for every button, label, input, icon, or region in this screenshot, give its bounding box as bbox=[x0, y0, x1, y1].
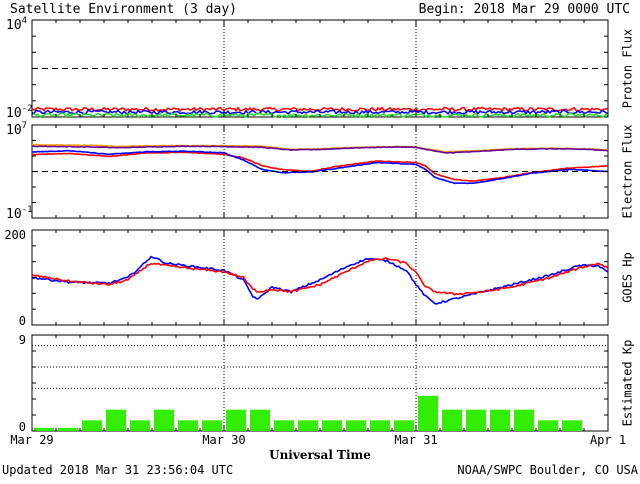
kp-bar bbox=[490, 409, 510, 431]
begin-label: Begin: 2018 Mar 29 0000 UTC bbox=[419, 2, 630, 17]
kp-bar bbox=[562, 420, 582, 431]
kp-bar bbox=[418, 395, 438, 431]
electron-flux-panel-frame bbox=[31, 124, 609, 219]
goes-hp-y-tick-label-bottom: 0 bbox=[19, 314, 26, 328]
goes-hp-red-series bbox=[31, 257, 609, 296]
kp-bar bbox=[34, 427, 54, 431]
estimated-kp-y-tick-label-bottom: 0 bbox=[19, 420, 26, 434]
kp-bar bbox=[322, 420, 342, 431]
electron-flux-y-tick-label-top: 107 bbox=[6, 121, 27, 138]
x-tick-label-mar-31: Mar 31 bbox=[394, 433, 437, 447]
kp-bar bbox=[58, 427, 78, 431]
electron-flux-y-axis-label: Electron Flux bbox=[621, 125, 635, 219]
estimated-kp-y-tick-label-top: 9 bbox=[19, 333, 26, 347]
kp-bar bbox=[250, 409, 270, 431]
goes-hp-y-tick-label-top: 200 bbox=[4, 228, 26, 242]
electron-flux-purple-series bbox=[31, 145, 609, 154]
kp-bar bbox=[466, 409, 486, 431]
electron-flux-blue-series bbox=[32, 149, 609, 185]
kp-bar bbox=[370, 420, 390, 431]
kp-bar bbox=[82, 420, 102, 431]
kp-bar bbox=[514, 409, 534, 431]
chart-title: Satellite Environment (3 day) bbox=[10, 2, 237, 17]
proton-flux-y-tick-label-top: 104 bbox=[6, 16, 27, 33]
updated-timestamp: Updated 2018 Mar 31 23:56:04 UTC bbox=[2, 463, 233, 477]
kp-bar bbox=[154, 409, 174, 431]
proton-flux-y-axis-label: Proton Flux bbox=[621, 29, 635, 108]
electron-flux-red-series bbox=[31, 151, 609, 182]
kp-bar bbox=[346, 420, 366, 431]
x-tick-label-apr-1: Apr 1 bbox=[590, 433, 626, 447]
credit-label: NOAA/SWPC Boulder, CO USA bbox=[457, 463, 638, 477]
kp-bar bbox=[130, 420, 150, 431]
kp-bar bbox=[538, 420, 558, 431]
goes-hp-y-axis-label: GOES Hp bbox=[621, 252, 635, 303]
x-tick-label-mar-29: Mar 29 bbox=[10, 433, 53, 447]
kp-bar bbox=[226, 409, 246, 431]
kp-bar bbox=[106, 409, 126, 431]
kp-bar bbox=[442, 409, 462, 431]
kp-bar bbox=[202, 420, 222, 431]
x-axis-label: Universal Time bbox=[269, 448, 371, 462]
proton-flux-panel-frame bbox=[31, 19, 609, 118]
goes-hp-blue-series bbox=[31, 255, 609, 305]
electron-flux-y-tick-label-bottom: 10-1 bbox=[6, 205, 33, 222]
proton-flux-red-series bbox=[31, 106, 609, 113]
kp-bar bbox=[274, 420, 294, 431]
x-tick-label-mar-30: Mar 30 bbox=[202, 433, 245, 447]
estimated-kp-y-axis-label: Estimated Kp bbox=[621, 340, 635, 427]
kp-bar bbox=[394, 420, 414, 431]
kp-bar bbox=[178, 420, 198, 431]
goes-hp-panel-frame bbox=[31, 229, 609, 326]
kp-bar bbox=[298, 420, 318, 431]
proton-flux-y-tick-label-bottom: 10-2 bbox=[6, 104, 33, 121]
